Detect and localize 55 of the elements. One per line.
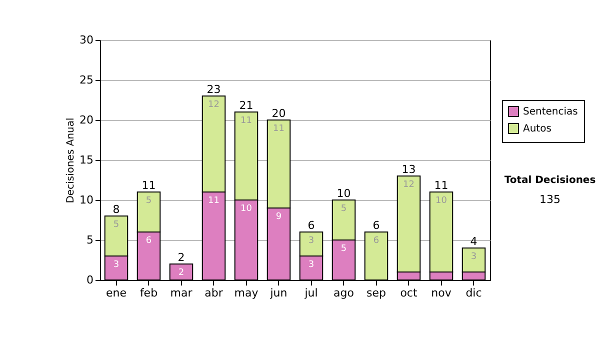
- total-label: 2: [178, 251, 185, 264]
- data-label: 12: [403, 180, 414, 190]
- data-label: 9: [276, 212, 282, 222]
- y-tick-label: 0: [86, 274, 94, 286]
- total-label: 11: [142, 179, 156, 192]
- legend-label: Autos: [523, 124, 552, 134]
- data-label: 10: [240, 204, 252, 214]
- x-tick-label: mar: [170, 286, 193, 300]
- x-tick-label: nov: [431, 286, 452, 300]
- data-label: 3: [308, 236, 314, 246]
- data-label: 11: [240, 116, 252, 126]
- x-tick-label: oct: [400, 286, 418, 300]
- x-tick-label: jul: [304, 286, 318, 300]
- total-label: 13: [402, 163, 416, 176]
- total-label: 8: [112, 203, 120, 216]
- y-tick-label: 25: [80, 74, 94, 86]
- y-tick-label: 15: [80, 154, 94, 166]
- data-label: 5: [146, 196, 152, 206]
- text: 135: [540, 193, 560, 206]
- total-label: 4: [470, 235, 478, 248]
- y-tick-label: 20: [80, 114, 94, 126]
- y-tick-label: 5: [86, 234, 94, 246]
- y-axis-title: Decisiones Anual: [66, 118, 77, 204]
- total-label: 20: [272, 107, 286, 120]
- data-label: 11: [208, 196, 220, 206]
- total-label: 10: [336, 187, 351, 200]
- data-label: 6: [146, 236, 152, 246]
- y-tick-label: 10: [80, 194, 94, 206]
- data-label: 3: [113, 260, 120, 270]
- total-label: 6: [308, 219, 315, 232]
- x-tick-label: ene: [106, 286, 127, 300]
- x-tick-label: abr: [204, 286, 224, 300]
- total-label: 6: [372, 219, 380, 232]
- x-tick-label: ago: [334, 286, 354, 300]
- data-label: 5: [340, 244, 347, 254]
- data-label: 11: [273, 124, 284, 134]
- total-label: 21: [239, 99, 254, 112]
- data-label: 3: [308, 260, 314, 270]
- x-tick-label: feb: [140, 286, 158, 300]
- data-label: 3: [470, 252, 477, 262]
- text: Total Decisiones: [504, 175, 596, 186]
- x-tick-label: sep: [366, 286, 386, 300]
- data-label: 12: [208, 100, 220, 110]
- data-label: 5: [340, 204, 347, 214]
- data-label: 6: [373, 236, 380, 246]
- x-tick-label: may: [234, 286, 259, 300]
- total-label: 11: [434, 179, 448, 192]
- data-label: 2: [178, 268, 184, 278]
- y-tick-label: 30: [80, 34, 94, 46]
- x-tick-label: jun: [269, 286, 288, 300]
- legend-label: Sentencias: [523, 106, 578, 118]
- data-label: 5: [113, 220, 120, 230]
- x-tick-label: dic: [466, 286, 482, 300]
- data-label: 10: [436, 196, 448, 206]
- total-label: 23: [206, 83, 221, 96]
